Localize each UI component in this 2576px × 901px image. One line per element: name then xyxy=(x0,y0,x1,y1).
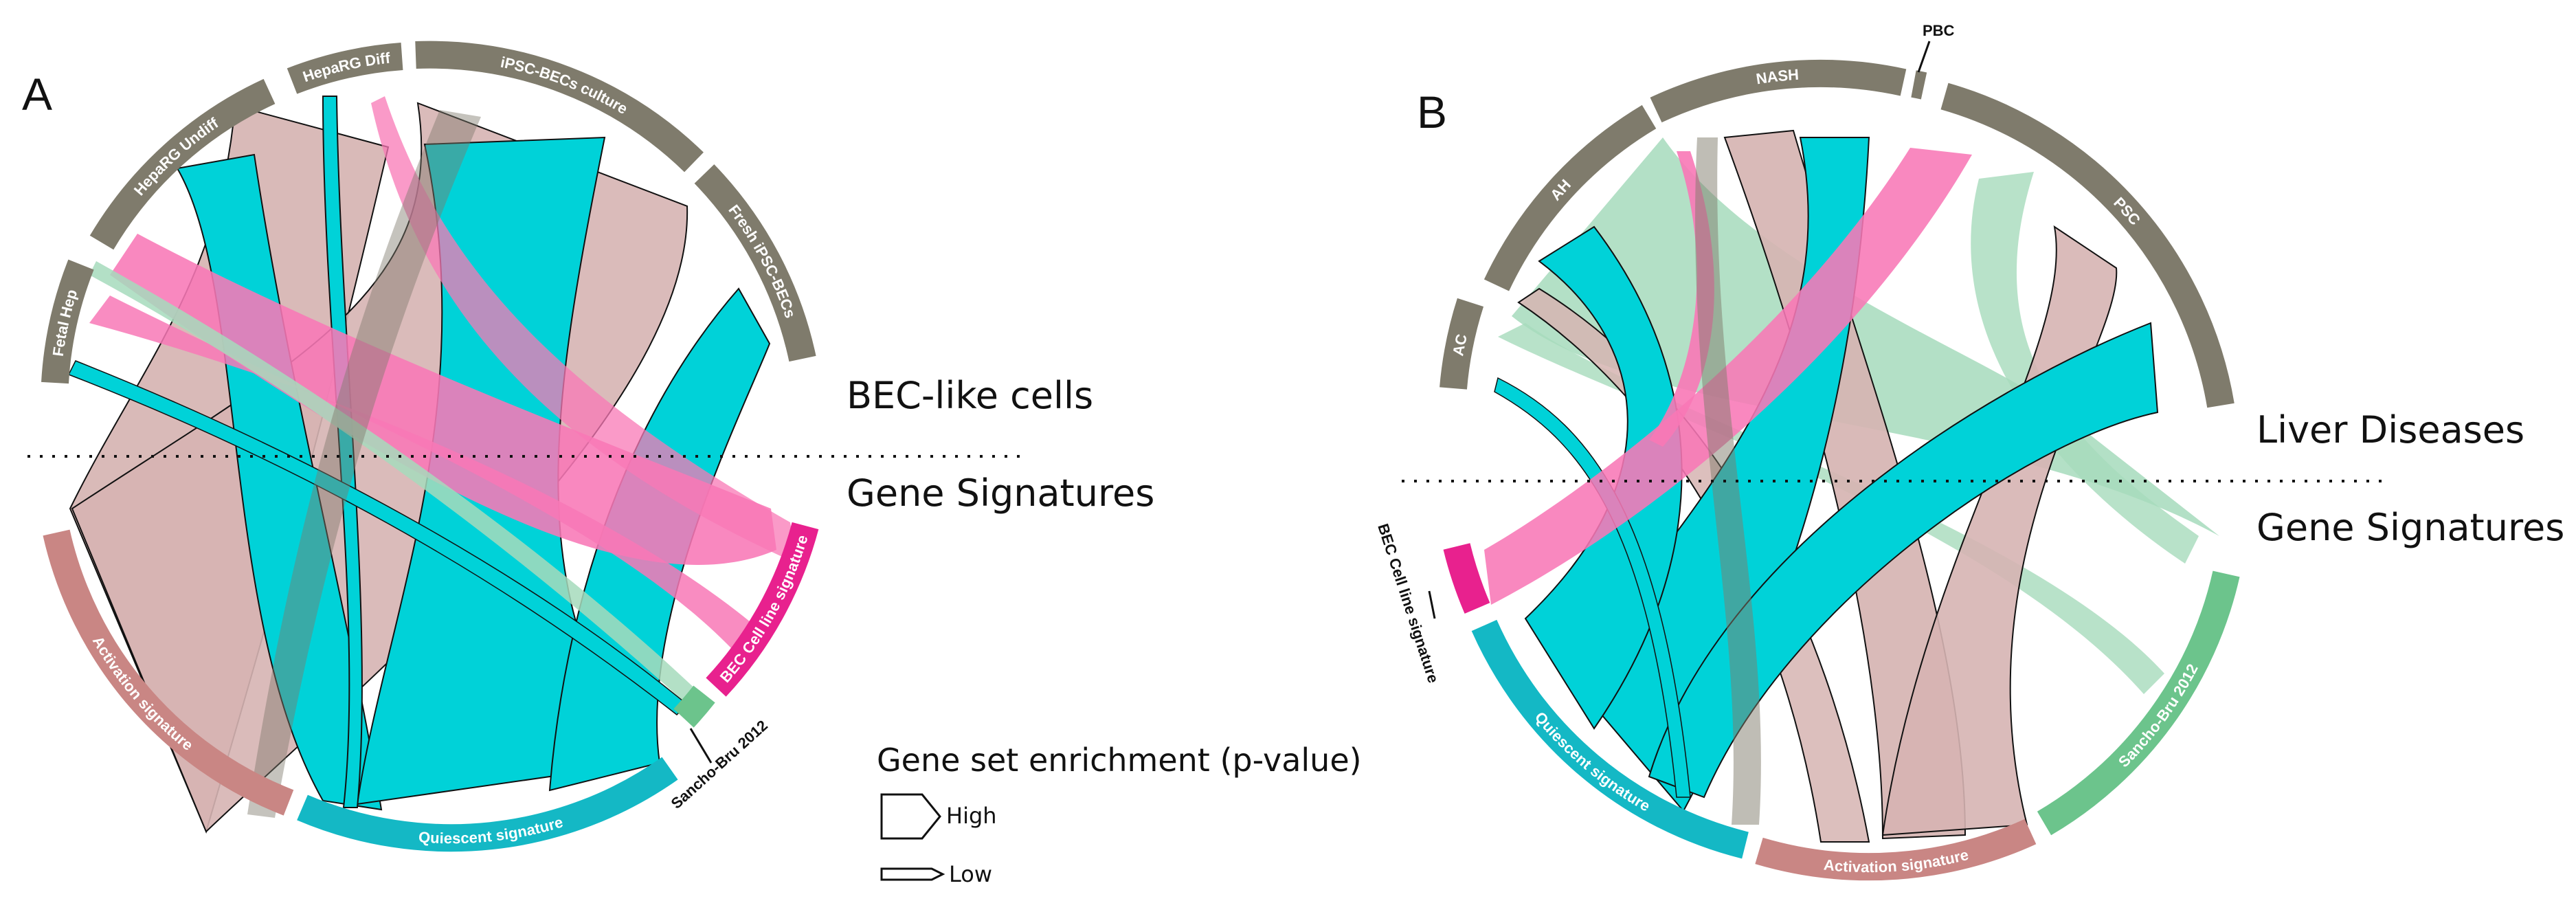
label-quiescent-signature: Quiescent signature xyxy=(418,813,565,847)
chord xyxy=(110,234,776,565)
arc-activation-signature xyxy=(43,529,294,816)
arc-sancho-bru-2012 xyxy=(2037,570,2240,836)
sancho-bru-leader xyxy=(689,728,713,764)
arc-sancho-bru-2012 xyxy=(673,685,715,728)
arc-ah xyxy=(1483,104,1657,291)
arc-ipsc-becs-culture xyxy=(415,41,704,173)
pbc-leader xyxy=(1917,41,1931,73)
panel-a-chords xyxy=(67,96,797,834)
label-sancho-bru-2012: Sancho-Bru 2012 xyxy=(668,717,771,812)
chord xyxy=(1494,377,1691,798)
legend-low-shape xyxy=(880,867,945,881)
label-pbc: PBC xyxy=(1923,22,1955,39)
chord xyxy=(1971,172,2199,564)
legend-low-label: Low xyxy=(949,861,992,887)
panel-a-bottom-label: Gene Signatures xyxy=(847,471,1154,515)
panel-b-bottom-label: Gene Signatures xyxy=(2256,506,2564,549)
arc-ac xyxy=(1440,298,1484,390)
panel-a-arcs xyxy=(41,41,819,852)
legend-title: Gene set enrichment (p-value) xyxy=(877,742,1362,779)
arc-fetal-hep xyxy=(41,259,94,384)
panel-b-arcs xyxy=(1440,59,2240,881)
arc-pbc xyxy=(1911,70,1927,100)
label-ac: AC xyxy=(1449,333,1470,357)
arc-quiescent-signature xyxy=(1471,619,1749,859)
chord xyxy=(1648,322,2159,799)
chord xyxy=(247,110,481,818)
panel-a-top-label: BEC-like cells xyxy=(847,374,1093,417)
legend-high-shape xyxy=(880,793,941,840)
arc-activation-signature xyxy=(1755,819,2037,881)
legend-high-label: High xyxy=(946,803,997,829)
arc-quiescent-signature xyxy=(297,757,678,852)
arc-nash xyxy=(1650,59,1907,123)
chord xyxy=(89,261,701,708)
panel-b-chords xyxy=(1484,129,2219,843)
arc-heparg-undiff xyxy=(89,78,276,250)
panel-b-top-label: Liver Diseases xyxy=(2256,408,2524,452)
chord xyxy=(1484,148,1972,605)
chord xyxy=(371,96,797,564)
legend: Gene set enrichment (p-value) High Low xyxy=(877,742,1362,887)
arc-bec-cell-line-signature xyxy=(1443,543,1490,614)
panel-b-letter: B xyxy=(1417,87,1447,137)
arc-heparg-diff xyxy=(287,43,403,94)
arc-bec-cell-line-signature xyxy=(706,522,819,697)
arc-fresh-ipsc-becs xyxy=(694,164,816,362)
panel-a-letter: A xyxy=(22,69,52,120)
chord xyxy=(1498,323,2164,694)
bec-leader xyxy=(1428,590,1436,619)
chord xyxy=(1695,137,1761,825)
arc-psc xyxy=(1940,82,2235,408)
chord xyxy=(89,296,763,660)
